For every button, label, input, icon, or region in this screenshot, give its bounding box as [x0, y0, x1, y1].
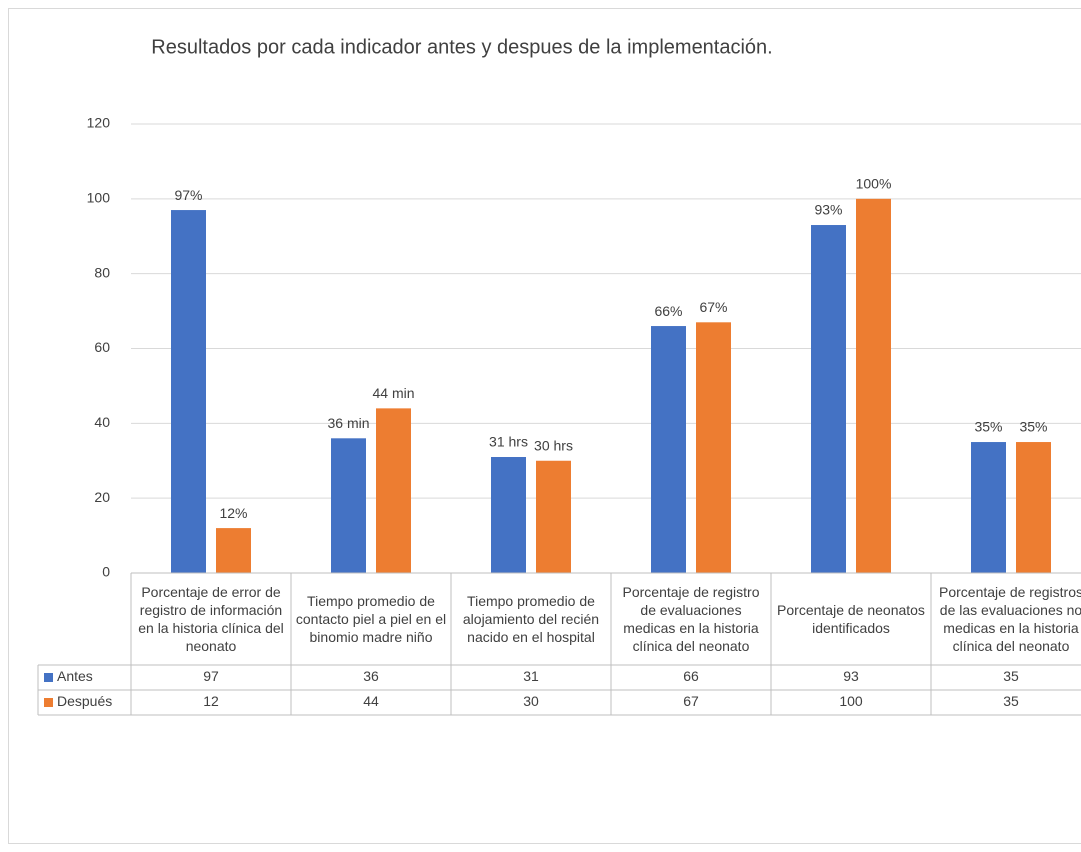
- data-label: 36 min: [327, 415, 369, 431]
- category-cell: Porcentaje de error de registro de infor…: [138, 584, 284, 654]
- data-label: 100%: [856, 176, 892, 192]
- category-cell: Porcentaje de registro de evaluaciones m…: [622, 584, 760, 654]
- y-tick-label: 100: [87, 190, 111, 206]
- table-cell: 35: [1003, 693, 1019, 709]
- table-cell: 12: [203, 693, 219, 709]
- x-tick-label: Porcentaje de registros de las evaluacio…: [939, 584, 1081, 654]
- bar: [651, 326, 686, 573]
- legend-swatch: [44, 698, 53, 707]
- category-cell: Porcentaje de registros de las evaluacio…: [939, 584, 1081, 654]
- data-label: 67%: [699, 299, 727, 315]
- x-tick-label: Tiempo promedio de contacto piel a piel …: [295, 593, 447, 645]
- data-label: 30 hrs: [534, 437, 573, 453]
- data-label: 97%: [174, 187, 202, 203]
- x-tick-label: Porcentaje de neonatos identificados: [777, 602, 925, 636]
- y-tick-label: 80: [94, 264, 110, 280]
- table-cell: 44: [363, 693, 379, 709]
- bar: [491, 457, 526, 573]
- data-label: 12%: [219, 505, 247, 521]
- x-tick-label: Porcentaje de error de registro de infor…: [138, 584, 284, 654]
- y-tick-label: 60: [94, 339, 110, 355]
- legend-swatch: [44, 673, 53, 682]
- data-label: 66%: [654, 303, 682, 319]
- y-tick-label: 40: [94, 414, 110, 430]
- data-label: 31 hrs: [489, 434, 528, 450]
- bar: [1016, 442, 1051, 573]
- legend-label: Antes: [57, 668, 93, 684]
- table-cell: 36: [363, 668, 379, 684]
- table-cell: 67: [683, 693, 699, 709]
- y-tick-label: 0: [102, 564, 110, 580]
- table-cell: 100: [839, 693, 863, 709]
- legend-label: Después: [57, 693, 112, 709]
- x-tick-label: Porcentaje de registro de evaluaciones m…: [622, 584, 760, 654]
- chart-border: [8, 8, 1081, 844]
- bar: [216, 528, 251, 573]
- category-cell: Tiempo promedio de contacto piel a piel …: [295, 593, 447, 645]
- data-label: 35%: [974, 419, 1002, 435]
- category-cell: Porcentaje de neonatos identificados: [777, 602, 925, 636]
- table-cell: 93: [843, 668, 859, 684]
- table-cell: 66: [683, 668, 699, 684]
- bar: [811, 225, 846, 573]
- data-label: 93%: [814, 202, 842, 218]
- table-cell: 97: [203, 668, 219, 684]
- bar: [536, 460, 571, 573]
- y-tick-label: 20: [94, 489, 110, 505]
- bar: [696, 322, 731, 573]
- x-tick-label: Tiempo promedio de alojamiento del recié…: [462, 593, 600, 645]
- bar: [171, 210, 206, 573]
- chart-title: Resultados por cada indicador antes y de…: [151, 36, 772, 58]
- data-label: 35%: [1019, 419, 1047, 435]
- table-cell: 35: [1003, 668, 1019, 684]
- category-cell: Tiempo promedio de alojamiento del recié…: [462, 593, 600, 645]
- table-cell: 30: [523, 693, 539, 709]
- bar: [331, 438, 366, 573]
- data-label: 44 min: [372, 385, 414, 401]
- y-tick-label: 120: [87, 115, 111, 131]
- bar: [376, 408, 411, 573]
- bar: [856, 198, 891, 574]
- table-cell: 31: [523, 668, 539, 684]
- bar: [971, 442, 1006, 573]
